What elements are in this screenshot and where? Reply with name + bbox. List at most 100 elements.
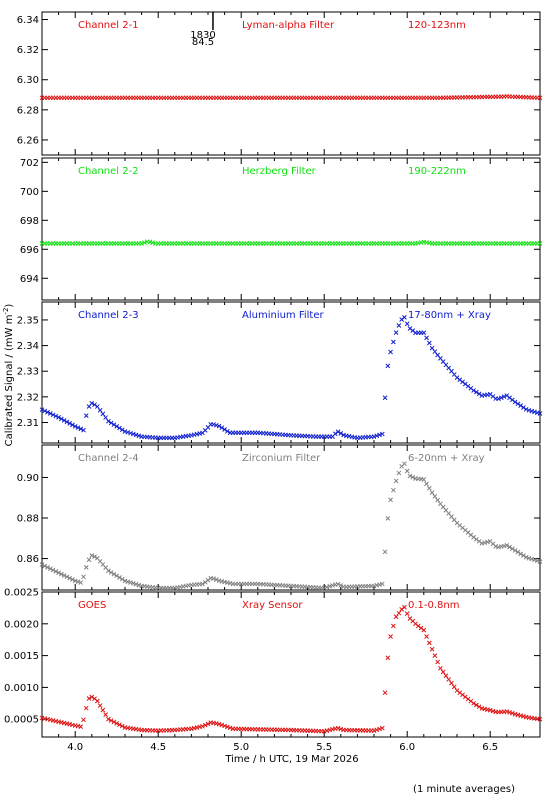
data-point [136,433,142,439]
data-point [130,431,136,437]
data-point [78,426,84,432]
panel-5-label-2: Xray Sensor [242,600,303,611]
data-point [429,490,435,496]
y-tick-label: 6.30 [17,75,39,86]
data-point [50,567,56,573]
data-point [537,411,543,416]
data-point [125,429,131,435]
data-point [335,429,341,435]
y-tick-label: 0.0005 [4,715,39,726]
data-point [509,710,515,716]
data-point [504,543,510,548]
data-point [211,576,216,581]
data-point [47,411,53,416]
panel-2-data [39,239,543,246]
data-point [476,391,482,397]
y-axis-title-superscript: -2 [2,308,10,315]
averaging-footnote: (1 minute averages) [413,784,515,795]
data-point [379,431,385,437]
data-point [327,583,333,589]
data-point [374,727,380,733]
data-point [53,413,59,419]
data-point [402,604,407,610]
panel-5-label-1: GOES [78,600,106,611]
data-point [213,422,219,428]
data-point [89,694,95,700]
data-point [211,422,216,427]
panel-3-label-3: 17-80nm + Xray [408,310,491,321]
data-point [227,725,233,731]
data-point [111,571,117,577]
data-point [476,538,482,544]
y-tick-label: 6.34 [17,15,39,26]
y-tick-label: 696 [20,245,39,256]
data-point [404,468,410,474]
data-point [391,487,396,493]
data-point [81,427,86,433]
data-point [421,330,427,336]
data-point [496,396,501,402]
y-axis-title: Calibrated Signal / (mW m-2) [2,304,15,447]
data-point [100,707,106,713]
data-point [532,557,537,563]
data-point [438,665,443,671]
data-point [509,546,515,552]
data-point [521,405,526,410]
data-point [507,710,512,715]
data-point [521,553,526,558]
data-point [114,573,120,579]
data-point [507,544,512,550]
data-point [338,583,344,588]
data-point [139,241,144,246]
data-point [424,481,429,487]
data-point [424,335,429,341]
data-point [205,721,211,727]
panel-1: 6.26 6.28 6.30 6.32 6.34 Channel 2-1 Lyman-alp… [17,11,543,156]
data-point [83,565,89,570]
panel-2-label-3: 190-222nm [408,166,466,177]
data-point [534,558,540,564]
data-point [94,404,100,409]
data-point [391,339,396,345]
chart-panels: 6.26 6.28 6.30 6.32 6.34 Channel 2-1 Lyman-alp… [4,11,543,753]
data-point [114,720,120,726]
panel-1-label-3: 120-123nm [408,20,466,31]
x-tick-label: 5.5 [316,742,332,753]
data-point [83,413,89,419]
data-point [216,721,222,727]
data-point [393,478,399,484]
data-point [523,406,529,412]
panel-3-frame [41,301,541,444]
data-point [449,680,454,686]
data-point [321,585,327,591]
data-point [537,241,543,246]
data-point [39,407,45,413]
data-point [47,566,53,572]
data-point [426,340,432,346]
y-tick-label: 2.32 [17,392,39,403]
data-point [64,419,70,425]
data-point [117,425,122,431]
data-point [86,696,92,701]
data-point [515,549,521,555]
data-point [67,420,73,426]
data-point [474,389,479,395]
data-point [396,323,402,328]
data-point [523,554,529,560]
data-point [385,363,391,369]
y-tick-label: 0.0025 [4,588,39,599]
data-point [379,581,385,587]
panel-2-frame [41,157,541,301]
data-point [122,578,128,584]
data-point [515,401,521,407]
data-point [374,433,380,439]
y-tick-label: 700 [20,187,39,198]
data-point [391,623,396,629]
time-marker-bottom-label: 84.5 [192,37,214,48]
data-point [89,553,95,558]
data-point [97,703,103,708]
data-point [200,723,205,729]
data-point [377,432,382,438]
data-point [111,422,117,427]
data-point [512,399,518,405]
